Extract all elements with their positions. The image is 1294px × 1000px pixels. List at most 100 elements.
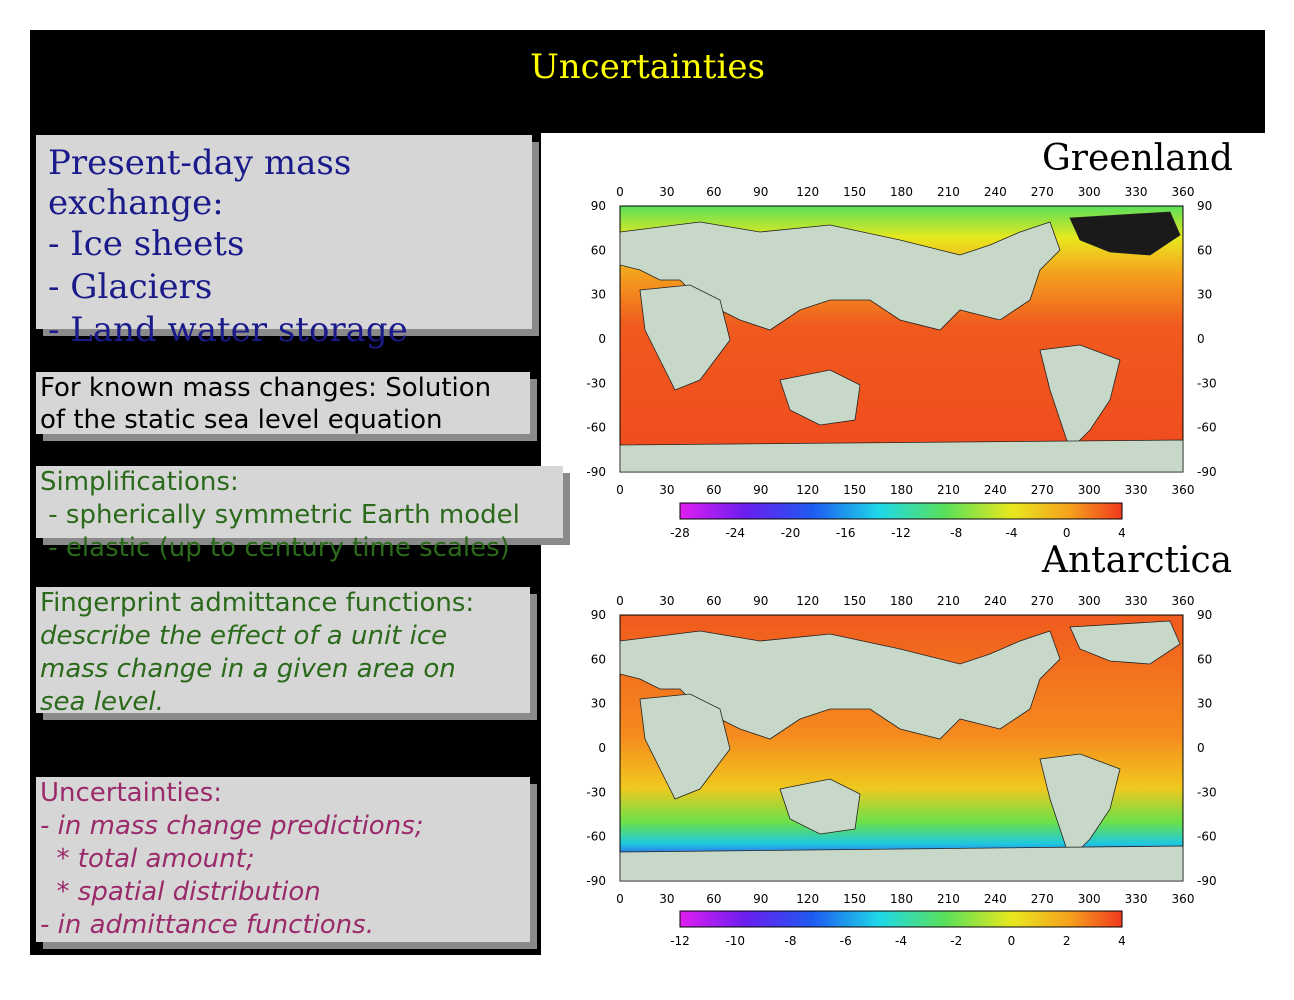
lat-tick-label: 90	[1197, 608, 1212, 622]
lat-tick-label: -30	[1197, 785, 1217, 799]
lat-tick-label: 30	[591, 697, 606, 711]
greenland-map	[619, 205, 1184, 473]
colorbar-tick-label: -12	[670, 934, 690, 948]
simplifications-box: Simplifications: - spherically symmetric…	[36, 466, 563, 563]
text-line: of the static sea level equation	[40, 405, 443, 435]
lat-tick-label: 0	[598, 332, 606, 346]
uncertainties-box: Uncertainties: - in mass change predicti…	[36, 777, 530, 942]
text-line: * total amount;	[40, 844, 255, 874]
text-line: sea level.	[40, 687, 164, 717]
map-land	[619, 620, 1184, 882]
lon-tick-label: 360	[1172, 185, 1195, 199]
colorbar-greenland	[679, 502, 1123, 520]
lat-tick-label: 60	[1197, 652, 1212, 666]
lon-tick-label: 30	[659, 483, 674, 497]
lat-tick-label: -90	[1197, 465, 1217, 479]
lon-tick-label: 60	[706, 892, 721, 906]
lon-tick-label: 60	[706, 185, 721, 199]
lon-tick-label: 360	[1172, 892, 1195, 906]
colorbar-tick-label: -4	[1006, 526, 1018, 540]
lon-tick-label: 270	[1031, 483, 1054, 497]
lon-tick-label: 330	[1125, 594, 1148, 608]
lon-tick-label: 270	[1031, 594, 1054, 608]
lon-tick-label: 300	[1078, 483, 1101, 497]
lon-tick-label: 150	[843, 892, 866, 906]
lat-tick-label: -90	[1197, 874, 1217, 888]
lon-tick-label: 180	[890, 483, 913, 497]
lon-tick-label: 90	[753, 594, 768, 608]
colorbar-tick-label: -10	[725, 934, 745, 948]
mass-exchange-heading: Present-day mass exchange:	[48, 143, 352, 223]
colorbar-tick-label: -8	[950, 526, 962, 540]
text-line: - spherically symmetric Earth model	[40, 500, 520, 530]
lat-tick-label: 60	[591, 652, 606, 666]
lon-tick-label: 30	[659, 892, 674, 906]
lon-tick-label: 0	[616, 892, 624, 906]
sea-level-equation-box: For known mass changes: Solution of the …	[36, 372, 530, 435]
colorbar-tick-label: -20	[781, 526, 801, 540]
lon-tick-label: 0	[616, 483, 624, 497]
text-line: mass change in a given area on	[40, 654, 456, 684]
list-item: - Glaciers	[48, 267, 213, 307]
lon-tick-label: 240	[984, 483, 1007, 497]
map-tick-labels: 0030306060909012012015015018018021021024…	[586, 185, 1216, 948]
lon-tick-label: 120	[796, 483, 819, 497]
lon-tick-label: 120	[796, 892, 819, 906]
lat-tick-label: 90	[1197, 199, 1212, 213]
lat-tick-label: 30	[591, 288, 606, 302]
lon-tick-label: 330	[1125, 483, 1148, 497]
lon-tick-label: 120	[796, 594, 819, 608]
lat-tick-label: -60	[586, 830, 606, 844]
lon-tick-label: 210	[937, 185, 960, 199]
slide-title: Uncertainties	[530, 47, 765, 87]
lon-tick-label: 180	[890, 892, 913, 906]
colorbar-tick-label: -6	[840, 934, 852, 948]
text-line: Simplifications:	[40, 467, 239, 497]
lon-tick-label: 210	[937, 594, 960, 608]
lat-tick-label: -90	[586, 874, 606, 888]
lat-tick-label: 90	[591, 608, 606, 622]
lon-tick-label: 120	[796, 185, 819, 199]
colorbar-tick-label: 0	[1063, 526, 1071, 540]
lon-tick-label: 330	[1125, 185, 1148, 199]
lat-tick-label: 0	[598, 741, 606, 755]
text-line: - in admittance functions.	[40, 910, 374, 940]
lat-tick-label: 0	[1197, 741, 1205, 755]
colorbar-tick-label: 4	[1118, 526, 1126, 540]
lat-tick-label: 0	[1197, 332, 1205, 346]
lon-tick-label: 360	[1172, 483, 1195, 497]
lon-tick-label: 90	[753, 185, 768, 199]
lon-tick-label: 330	[1125, 892, 1148, 906]
lat-tick-label: -90	[586, 465, 606, 479]
lon-tick-label: 240	[984, 594, 1007, 608]
lat-tick-label: -60	[586, 421, 606, 435]
lat-tick-label: 30	[1197, 288, 1212, 302]
lat-tick-label: 90	[591, 199, 606, 213]
text-line: describe the effect of a unit ice	[40, 621, 448, 651]
lat-tick-label: -60	[1197, 421, 1217, 435]
lat-tick-label: -60	[1197, 830, 1217, 844]
colorbar-tick-label: -16	[836, 526, 856, 540]
lon-tick-label: 0	[616, 594, 624, 608]
lon-tick-label: 150	[843, 185, 866, 199]
lon-tick-label: 150	[843, 594, 866, 608]
colorbar-tick-label: 2	[1063, 934, 1071, 948]
lon-tick-label: 30	[659, 185, 674, 199]
lon-tick-label: 270	[1031, 892, 1054, 906]
colorbar-antarctica	[679, 910, 1123, 928]
lat-tick-label: 60	[591, 243, 606, 257]
colorbar-tick-label: -8	[785, 934, 797, 948]
lat-tick-label: 60	[1197, 243, 1212, 257]
lon-tick-label: 60	[706, 594, 721, 608]
text-line: * spatial distribution	[40, 877, 321, 907]
lon-tick-label: 210	[937, 892, 960, 906]
lon-tick-label: 180	[890, 185, 913, 199]
text-line: - in mass change predictions;	[40, 811, 424, 841]
colorbar-tick-label: 4	[1118, 934, 1126, 948]
map-land	[619, 211, 1184, 473]
lon-tick-label: 90	[753, 892, 768, 906]
map-label-antarctica: Antarctica	[1042, 540, 1233, 581]
colorbar-tick-label: -12	[891, 526, 911, 540]
antarctica-map	[619, 614, 1184, 882]
